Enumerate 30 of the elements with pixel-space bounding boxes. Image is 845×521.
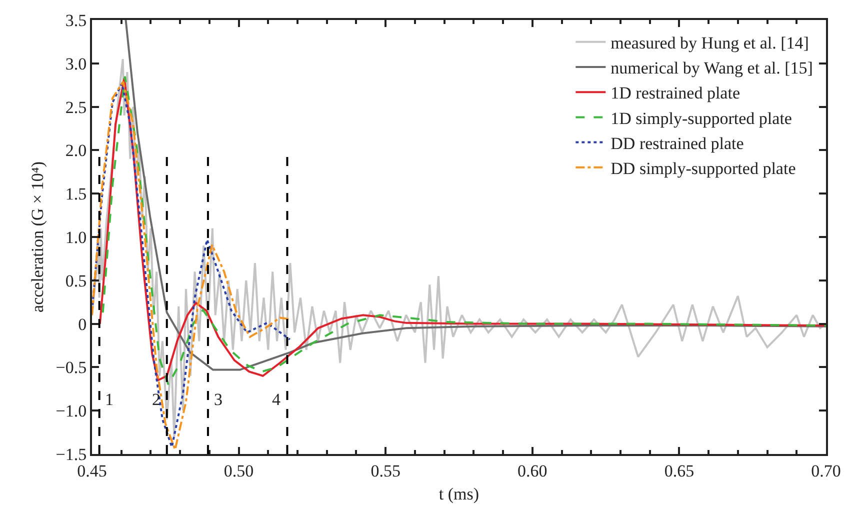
y-tick-label: 0.5 [65,271,87,290]
y-tick-label: 1.5 [65,184,87,204]
y-tick-label: 2.5 [65,98,87,117]
y-tick-label: 2.0 [65,141,87,160]
x-tick-label: 0.55 [370,461,400,480]
x-tick-label: 0.60 [518,461,548,480]
y-tick-label: −1.0 [56,402,87,421]
line-series [124,20,826,371]
legend-label: 1D simply-supported plate [610,108,792,128]
x-tick-label: 0.45 [77,461,107,480]
y-tick-label: 0 [78,314,87,334]
y-tick-label: −0.5 [56,358,87,378]
legend-label: DD simply-supported plate [610,159,796,178]
annotation: 4 [272,390,281,409]
annotation: 2 [152,390,160,409]
y-tick-label: 3.5 [65,10,87,30]
x-axis-title: t (ms) [438,484,480,504]
legend-label: measured by Hung et al. [14] [610,34,809,53]
annotation: 3 [214,390,222,409]
x-tick-label: 0.50 [224,461,254,480]
x-tick-label: 0.65 [664,461,694,480]
y-tick-label: −1.5 [56,444,87,464]
legend-label: DD restrained plate [610,134,744,153]
legend-label: numerical by Wang et al. [15] [610,58,813,78]
annotation: 1 [105,390,114,409]
y-tick-label: 3.0 [65,54,87,74]
y-tick-label: 1.0 [65,228,87,247]
y-axis-title: acceleration (G × 10⁴) [28,162,47,312]
x-tick-label: 0.70 [811,461,841,480]
legend-label: 1D restrained plate [610,84,740,103]
